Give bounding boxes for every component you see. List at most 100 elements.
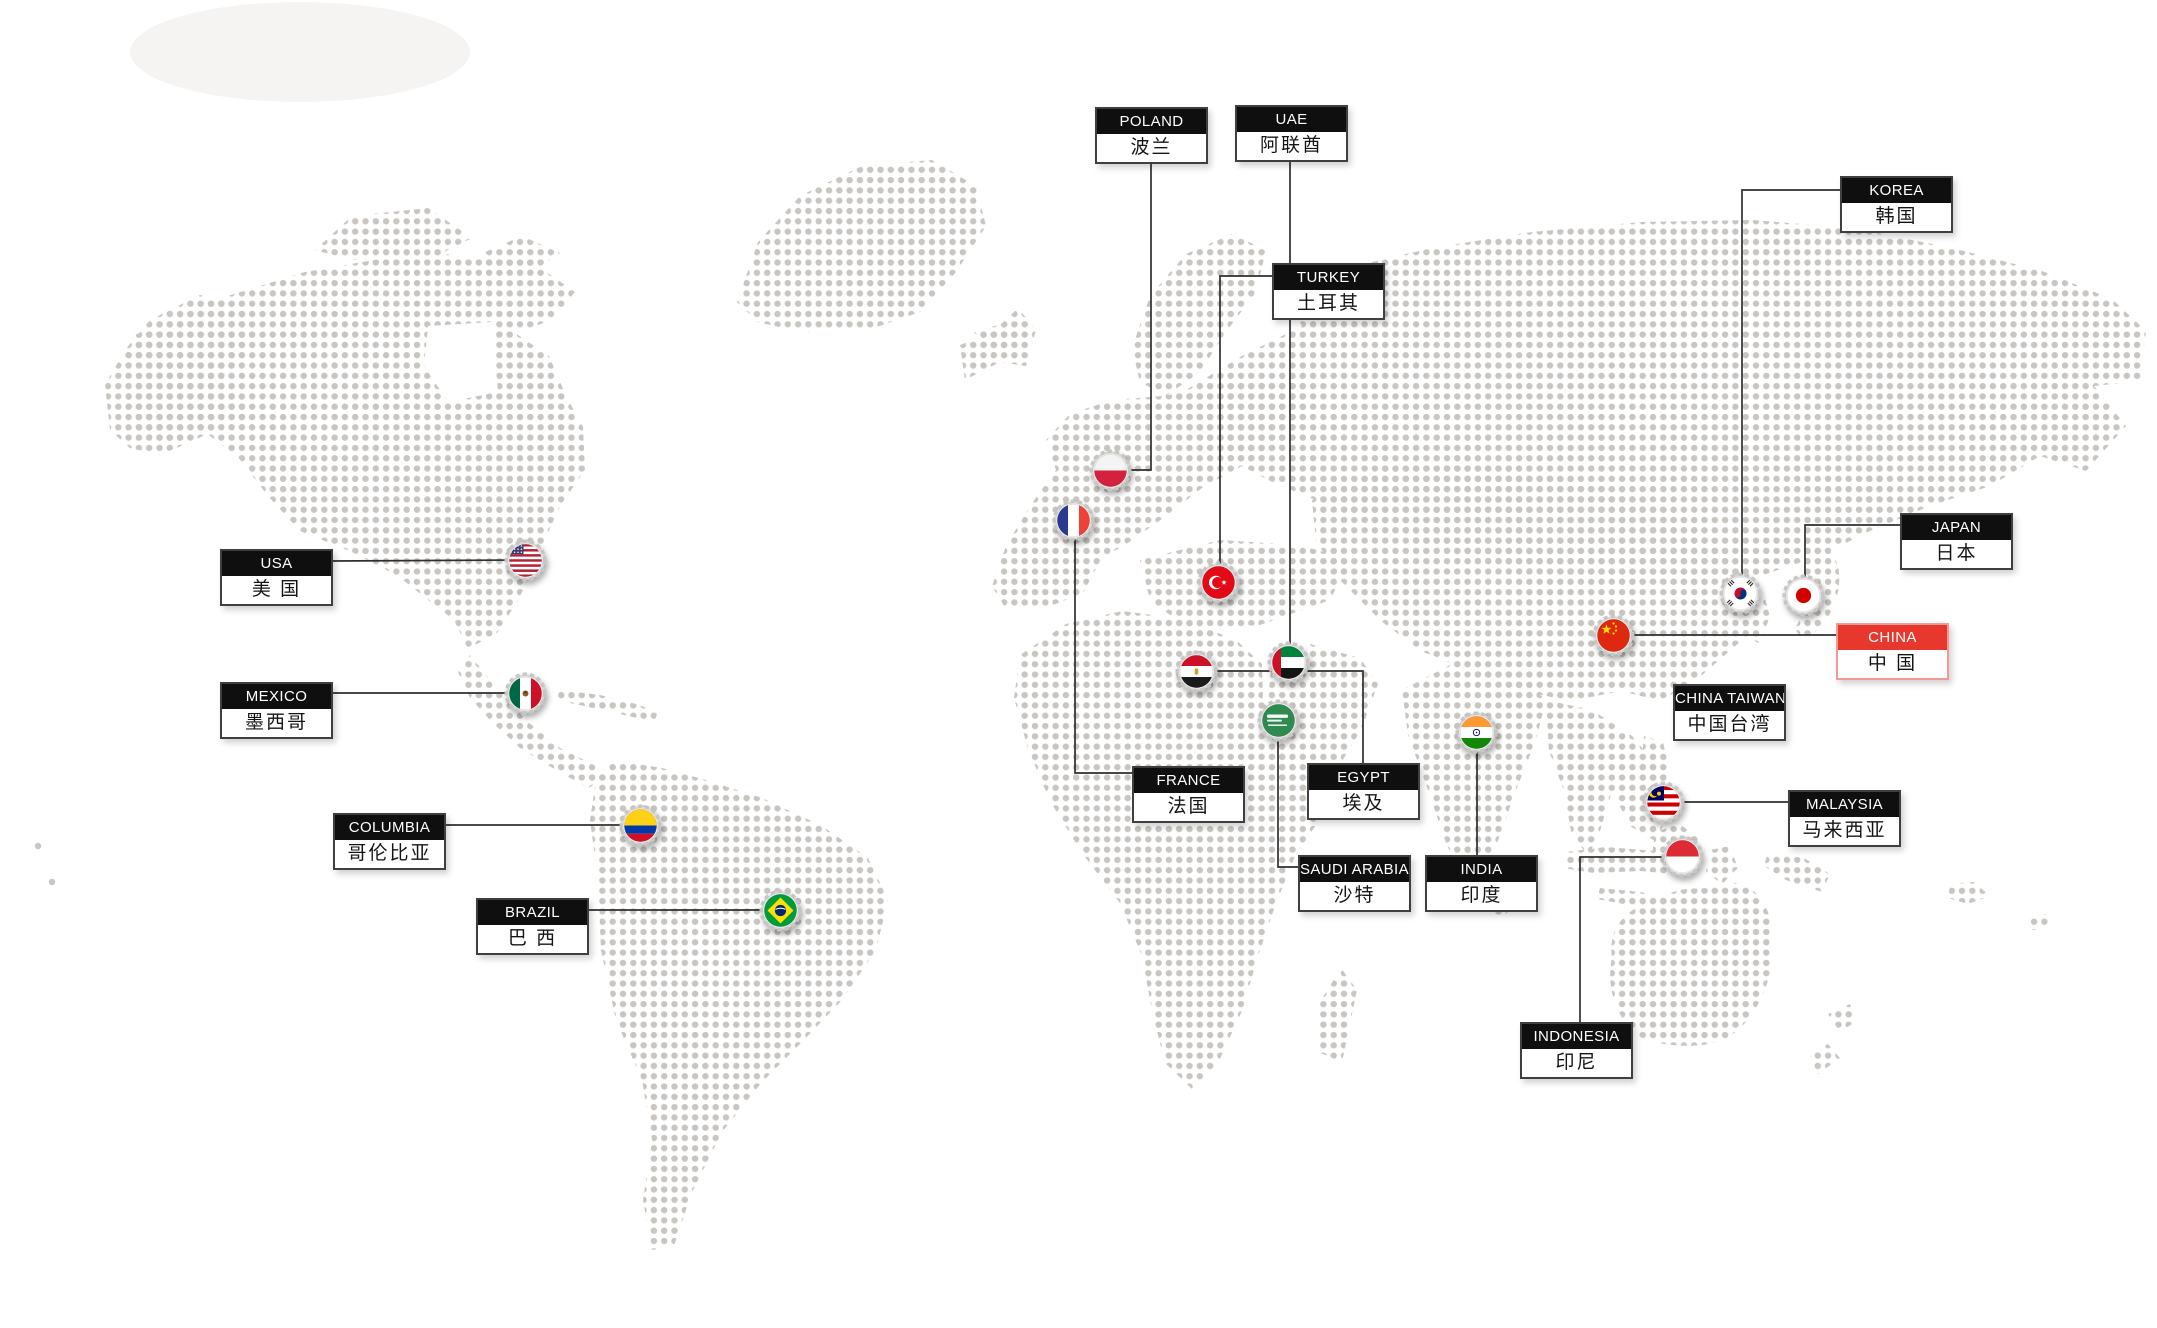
country-name-zh: 土耳其 [1274,290,1383,318]
flag-marker-usa [503,538,547,582]
continent-india [1402,664,1546,884]
continent-central-america [458,655,606,788]
continent-south-america [590,760,888,1250]
continent-arctic-islands-2 [485,236,560,272]
connector-line-usa [331,559,526,562]
continent-scandinavia [1132,234,1266,396]
connector-line-korea [1741,189,1840,593]
brazil-flag-icon [758,888,802,932]
country-label-usa: USA 美 国 [220,549,333,606]
country-label-turkey: TURKEY 土耳其 [1272,263,1385,320]
continent-new-zealand-south [1810,1044,1840,1074]
country-name-zh: 阿联酋 [1237,132,1346,160]
country-name-en: CHINA [1838,625,1947,650]
mexico-flag-icon [503,671,547,715]
country-name-en: INDONESIA [1522,1024,1631,1049]
background-smudge [130,2,470,102]
indonesia-flag-icon [1660,834,1704,878]
country-name-zh: 印尼 [1522,1049,1631,1077]
flag-marker-turkey [1196,560,1240,604]
country-name-en: TURKEY [1274,265,1383,290]
flag-marker-malaysia [1641,780,1685,824]
country-label-poland: POLAND 波兰 [1095,107,1208,164]
country-name-en: MEXICO [222,684,331,709]
flag-marker-india [1454,710,1498,754]
saudi-arabia-flag-icon [1256,698,1300,742]
continents-group [34,160,2146,1250]
continent-greenland [737,160,986,332]
country-label-columbia: COLUMBIA 哥伦比亚 [333,813,446,870]
flag-marker-egypt [1174,649,1218,693]
connector-lines-group [331,160,1900,1022]
flag-marker-poland [1088,448,1132,492]
country-name-en: USA [222,551,331,576]
country-label-japan: JAPAN 日本 [1900,513,2013,570]
continent-north-america [126,252,585,649]
country-name-zh: 波兰 [1097,134,1206,162]
country-name-en: CHINA TAIWAN [1675,686,1784,711]
country-label-mexico: MEXICO 墨西哥 [220,682,333,739]
country-name-en: MALAYSIA [1790,792,1899,817]
connector-line-saudi-arabia [1277,720,1298,868]
flag-marker-korea [1718,571,1762,615]
flag-marker-indonesia [1660,834,1704,878]
continent-madagascar [1318,968,1357,1062]
egypt-flag-icon [1174,649,1218,693]
country-name-en: COLUMBIA [335,815,444,840]
flag-marker-mexico [503,671,547,715]
usa-flag-icon [503,538,547,582]
country-label-china: CHINA 中 国 [1836,623,1949,680]
flag-marker-france [1051,498,1095,542]
country-label-china-taiwan: CHINA TAIWAN 中国台湾 [1673,684,1786,741]
continent-arabia [1265,644,1378,808]
japan-flag-icon [1781,573,1825,617]
country-name-zh: 韩国 [1842,203,1951,231]
malaysia-flag-icon [1641,780,1685,824]
china-flag-icon [1591,613,1635,657]
france-flag-icon [1051,498,1095,542]
connector-line-egypt [1196,670,1364,763]
country-name-en: JAPAN [1902,515,2011,540]
connector-line-turkey [1219,275,1272,582]
country-label-brazil: BRAZIL 巴 西 [476,898,589,955]
poland-flag-icon [1088,448,1132,492]
country-name-zh: 埃及 [1309,790,1418,818]
continent-pacific-islands-2 [2030,914,2050,930]
country-label-korea: KOREA 韩国 [1840,176,1953,233]
continent-caribbean [556,690,658,722]
connector-line-france [1074,520,1132,774]
country-name-zh: 印度 [1427,882,1536,910]
country-name-en: INDIA [1427,857,1536,882]
flag-marker-brazil [758,888,802,932]
country-label-egypt: EGYPT 埃及 [1307,763,1420,820]
country-name-en: BRAZIL [478,900,587,925]
continent-africa [1014,611,1322,1089]
continent-anatolia [1140,540,1350,630]
country-name-zh: 美 国 [222,576,331,604]
country-label-india: INDIA 印度 [1425,855,1538,912]
country-name-zh: 法国 [1134,793,1243,821]
country-name-zh: 中国台湾 [1675,711,1784,739]
country-name-zh: 巴 西 [478,925,587,953]
country-name-zh: 日本 [1902,540,2011,568]
connector-line-japan [1804,524,1900,595]
country-label-france: FRANCE 法国 [1132,766,1245,823]
country-name-en: FRANCE [1134,768,1243,793]
stray-dot-2 [48,878,56,886]
continent-pacific-islands [1948,882,1990,904]
country-name-en: KOREA [1842,178,1951,203]
country-name-en: SAUDI ARABIA [1300,857,1409,882]
country-name-zh: 墨西哥 [222,709,331,737]
country-name-en: EGYPT [1309,765,1418,790]
country-name-en: UAE [1237,107,1346,132]
country-label-malaysia: MALAYSIA 马来西亚 [1788,790,1901,847]
continent-new-zealand-north [1828,1004,1858,1032]
country-name-zh: 哥伦比亚 [335,840,444,868]
flag-marker-china [1591,613,1635,657]
flag-marker-uae [1266,640,1310,684]
country-label-uae: UAE 阿联酋 [1235,105,1348,162]
continent-se-asia [1546,700,1671,857]
country-name-en: POLAND [1097,109,1206,134]
